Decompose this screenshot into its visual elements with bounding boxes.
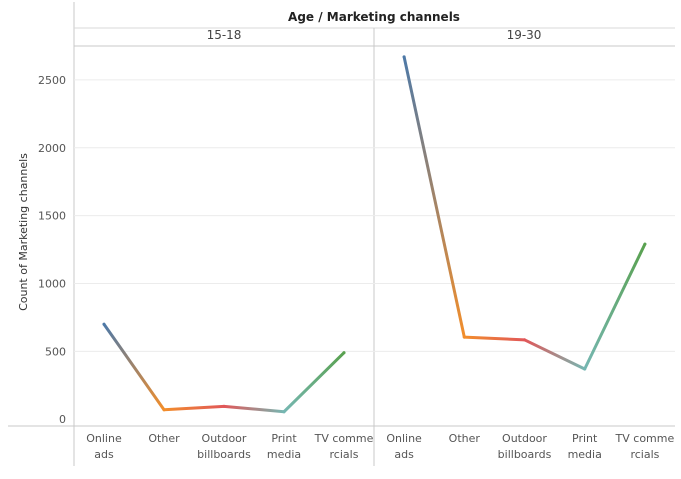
line-segment-15-18-2 [222,404,286,414]
data-point [342,351,346,355]
line-segment-15-18-3 [282,351,346,414]
line-segment-19-30-1 [462,335,526,342]
panel-title-19-30: 19-30 [507,28,542,42]
x-tick-label: Other [449,432,481,445]
x-tick-label: Outdoor billboards [197,432,251,461]
chart-frame [8,2,675,466]
x-tick-label: Print media [568,432,602,461]
y-tick-label: 1500 [38,210,66,223]
data-point [462,335,466,339]
data-point [583,367,587,371]
line-segment-15-18-0 [102,322,166,412]
chart-title: Age / Marketing channels [288,10,460,24]
line-segment-19-30-3 [583,242,647,371]
data-point [402,55,406,59]
y-tick-label: 2500 [38,74,66,87]
data-point [162,408,166,412]
data-point [643,242,647,246]
y-tick-label: 0 [59,413,66,426]
x-tick-label: Outdoor billboards [498,432,552,461]
panel-title-15-18: 15-18 [207,28,242,42]
x-tick-label: Online ads [386,432,422,461]
data-point [523,338,526,342]
line-segment-15-18-1 [162,404,226,412]
gridlines [74,79,675,352]
data-point [282,410,286,414]
chart-labels: Age / Marketing channels Count of Market… [17,10,541,311]
y-axis-label: Count of Marketing channels [17,153,30,311]
data-point [102,322,106,326]
x-tick-label: TV comme rcials [314,432,374,461]
x-tick-label: Print media [267,432,301,461]
tick-labels: 0 500 1000 1500 2000 2500 Online ads Other Outdoo… [38,74,674,461]
y-tick-label: 500 [45,345,66,358]
series-lines [102,55,647,414]
x-tick-label: Other [148,432,180,445]
line-segment-19-30-2 [523,338,587,371]
x-tick-label: TV comme rcials [615,432,675,461]
data-point [222,404,226,408]
y-tick-label: 2000 [38,142,66,155]
y-tick-label: 1000 [38,278,66,291]
line-segment-19-30-0 [402,55,466,339]
x-tick-label: Online ads [86,432,122,461]
